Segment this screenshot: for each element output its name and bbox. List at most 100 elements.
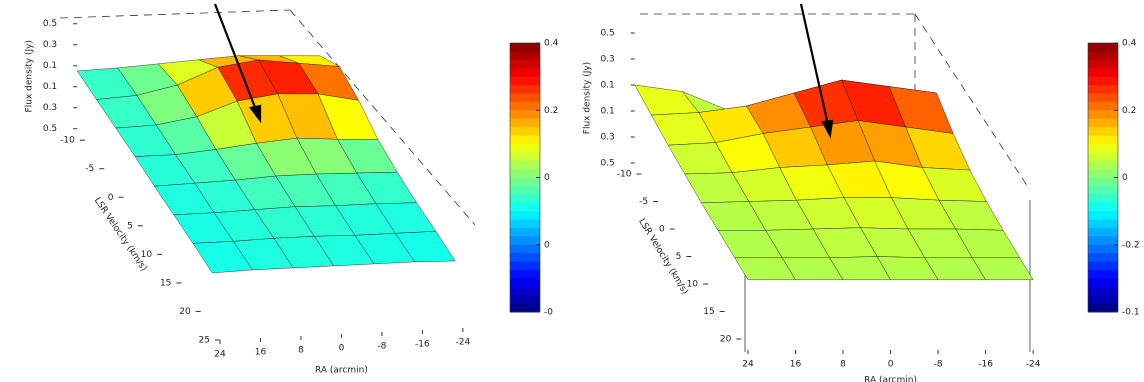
colorbar-tick-label: 0.4	[544, 39, 559, 49]
colorbar-band	[510, 143, 540, 153]
y-tick-label: 5	[127, 221, 133, 231]
x-tick-label: 0	[888, 360, 894, 370]
colorbar-band	[1088, 244, 1118, 254]
x-tick-label: -8	[377, 342, 386, 352]
x-tick-label: 24	[214, 350, 226, 360]
y-tick-label: 10	[687, 280, 699, 290]
colorbar-tick-label: 0	[1122, 173, 1128, 183]
colorbar-band	[1088, 211, 1118, 221]
y-tick-label: 20	[179, 307, 191, 317]
colorbar-tick-label: 0.2	[544, 106, 558, 116]
colorbar-band	[1088, 160, 1118, 170]
colorbar-band	[1088, 101, 1118, 111]
colorbar-tick-label: 0.4	[1122, 39, 1137, 49]
colorbar-band	[510, 194, 540, 204]
colorbar-band	[1088, 169, 1118, 178]
colorbar-band	[510, 253, 540, 263]
z-tick-label: 0.3	[43, 40, 57, 50]
colorbar-band	[510, 118, 540, 128]
z-axis-label: Flux density (Jy)	[25, 40, 35, 112]
x-tick-label: 16	[790, 360, 802, 370]
colorbar-band	[1088, 110, 1118, 120]
x-tick-label: 8	[840, 360, 846, 370]
colorbar-band	[510, 101, 540, 111]
x-axis-label: RA (arcmin)	[315, 366, 368, 376]
colorbar-band	[510, 135, 540, 145]
colorbar-band	[1088, 278, 1118, 288]
arrow	[213, 3, 258, 111]
x-tick-label: -8	[934, 360, 943, 370]
colorbar-band	[510, 169, 540, 178]
colorbar-band	[510, 269, 540, 279]
colorbar-band	[1088, 194, 1118, 204]
x-tick-label: -24	[456, 338, 471, 348]
colorbar-band	[510, 185, 540, 195]
z-tick-label: 0.1	[43, 61, 57, 71]
colorbar-band	[510, 127, 540, 136]
colorbar-band	[510, 261, 540, 271]
colorbar-band	[1088, 261, 1118, 271]
z-tick-label: 0.5	[600, 29, 614, 39]
colorbar-band	[1088, 143, 1118, 153]
colorbar-band	[1088, 152, 1118, 162]
colorbar-band	[1088, 253, 1118, 263]
colorbar-band	[1088, 135, 1118, 145]
y-tick-label: 25	[199, 336, 210, 346]
arrow-head	[249, 104, 262, 124]
z-tick-label: 0.1	[600, 107, 614, 117]
z-tick-label: 0.3	[600, 55, 614, 65]
colorbar-band	[510, 177, 540, 187]
y-tick-label: 0	[108, 193, 114, 203]
colorbar-band	[1088, 185, 1118, 195]
colorbar-band	[510, 278, 540, 288]
colorbar-band	[1088, 68, 1118, 78]
y-tick-label: 15	[703, 307, 714, 317]
colorbar-band	[510, 43, 540, 52]
colorbar-band	[510, 286, 540, 296]
x-tick-label: -16	[978, 360, 993, 370]
colorbar-band	[510, 59, 540, 69]
colorbar-band	[510, 219, 540, 229]
box-edge	[289, 9, 476, 226]
y-axis-label: LSR Velocity (km/s)	[92, 196, 149, 273]
x-tick-label: 24	[742, 360, 754, 370]
arrow	[799, 3, 830, 126]
colorbar-band	[1088, 219, 1118, 229]
y-tick-label: -5	[85, 164, 94, 174]
colorbar-band	[1088, 85, 1118, 94]
z-tick-label: 0.1	[600, 81, 614, 91]
colorbar-band	[1088, 59, 1118, 69]
colorbar-tick-label: -0	[544, 308, 553, 318]
colorbar-tick-label: 0.2	[1122, 106, 1136, 116]
colorbar-tick-label: -0.1	[1122, 308, 1140, 318]
frame-lines	[59, 9, 1031, 226]
x-tick-label: -24	[1026, 360, 1041, 370]
y-tick-label: -10	[617, 170, 632, 180]
colorbar-band	[510, 227, 540, 237]
box-edge	[914, 13, 1031, 191]
z-tick-label: 0.5	[43, 124, 57, 134]
x-tick-label: 8	[298, 346, 304, 356]
colorbar-band	[1088, 76, 1118, 86]
colorbar-band	[1088, 227, 1118, 237]
colorbar-band	[510, 110, 540, 120]
colorbar-band	[510, 160, 540, 170]
colorbar-band	[1088, 127, 1118, 136]
z-tick-label: 0.1	[43, 82, 57, 92]
x-tick-label: 16	[255, 348, 267, 358]
z-axis-label: Flux density (Jy)	[582, 62, 592, 134]
colorbar-band	[510, 244, 540, 254]
colorbar-band	[1088, 118, 1118, 128]
colorbar-band	[1088, 51, 1118, 61]
colorbar-band	[510, 303, 540, 313]
colorbar-band	[510, 51, 540, 61]
x-tick-label: 0	[339, 344, 345, 354]
arrows	[213, 3, 834, 139]
colorbar-band	[510, 85, 540, 94]
colorbar-band	[1088, 236, 1118, 246]
x-tick-label: -16	[415, 340, 430, 350]
surface-patch	[971, 257, 1034, 280]
y-tick-label: -10	[60, 136, 75, 146]
